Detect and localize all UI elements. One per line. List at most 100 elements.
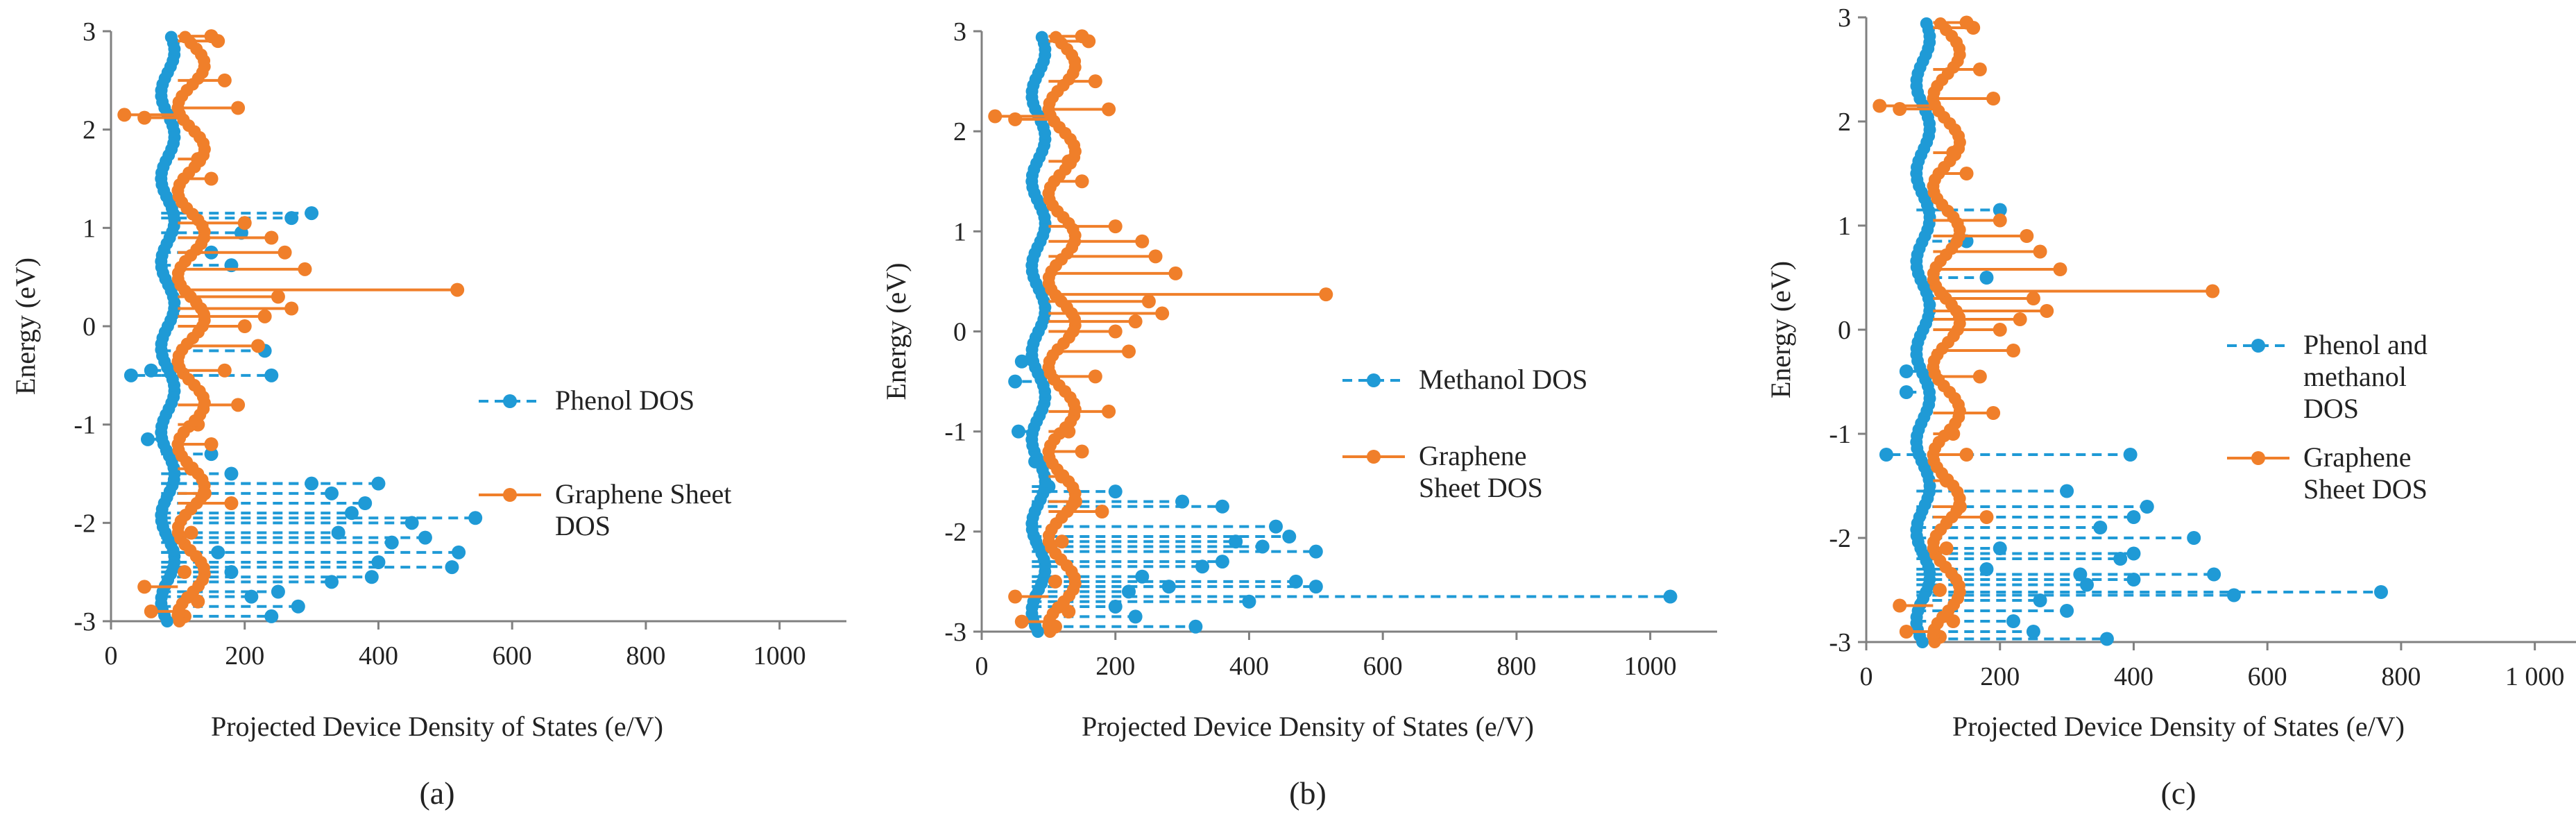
data-point — [251, 339, 265, 353]
data-point — [1088, 369, 1102, 384]
legend-marker — [2251, 339, 2265, 353]
y-tick-label: -1 — [944, 418, 966, 447]
data-point — [1939, 541, 1954, 555]
data-point — [264, 368, 279, 382]
y-tick-label: -2 — [1829, 524, 1851, 553]
legend-marker — [503, 488, 517, 502]
legend-label: Phenol and methanol DOS — [2303, 329, 2428, 424]
y-tick-label: 1 — [1838, 212, 1851, 241]
data-point — [178, 565, 191, 580]
legend-marker — [1367, 450, 1381, 464]
data-point — [2053, 262, 2067, 276]
x-tick-label: 400 — [1229, 652, 1269, 681]
data-point — [1242, 594, 1256, 609]
data-point — [204, 447, 219, 462]
legend-label: Graphene Sheet DOS — [555, 478, 731, 541]
data-point — [1122, 344, 1136, 359]
legend-label-line: DOS — [2303, 393, 2359, 424]
data-point — [264, 609, 279, 623]
y-tick-label: -1 — [74, 411, 96, 440]
data-point — [237, 319, 252, 333]
x-tick-label: 1000 — [1624, 652, 1677, 681]
data-point — [2187, 531, 2201, 545]
legend: Methanol DOS Graphene Sheet DOS — [1342, 364, 1587, 503]
data-point — [2033, 244, 2047, 259]
data-point — [184, 525, 198, 540]
data-point — [2227, 588, 2241, 602]
data-point — [1049, 31, 1062, 44]
data-point — [1959, 15, 1974, 30]
data-point — [211, 545, 225, 559]
data-point — [364, 570, 379, 584]
y-axis-title: Energy (eV) — [880, 262, 912, 400]
legend-label-line: Sheet DOS — [1419, 472, 1543, 503]
x-tick-label: 200 — [225, 641, 264, 670]
data-point — [1215, 499, 1229, 514]
data-point — [2020, 229, 2034, 243]
data-point — [305, 206, 319, 221]
legend-marker — [1367, 373, 1381, 387]
chart-panel-c: -3 -2 -1 0 1 2 3 0 200 400 600 800 1 000 Projected De… — [1765, 3, 2576, 811]
data-point — [141, 432, 155, 446]
data-point — [1061, 605, 1076, 619]
data-point — [1155, 306, 1170, 321]
data-point — [1972, 369, 1987, 384]
legend-marker — [2251, 451, 2265, 465]
x-tick-label: 600 — [2248, 662, 2287, 691]
y-tick-label: -3 — [944, 618, 966, 647]
data-point — [1122, 584, 1136, 599]
series-graphene — [988, 29, 1333, 638]
data-point — [117, 108, 132, 122]
data-point — [178, 31, 191, 44]
x-axis-title: Projected Device Density of States (e/V) — [1082, 711, 1534, 742]
data-point — [1933, 583, 1947, 597]
data-point — [1979, 562, 1994, 576]
data-point — [1229, 534, 1243, 549]
legend-label-line: Sheet DOS — [2303, 473, 2428, 505]
data-point — [2207, 567, 2221, 582]
data-point — [1108, 484, 1123, 499]
series-adsorbate — [123, 31, 483, 627]
data-point — [1008, 589, 1023, 604]
data-point — [1195, 559, 1209, 574]
legend-label-line: methanol — [2303, 361, 2407, 392]
data-point — [344, 506, 359, 521]
legend-label-line: DOS — [555, 510, 611, 541]
legend-label-line: Methanol DOS — [1419, 364, 1587, 395]
data-point — [1959, 167, 1974, 180]
legend-label: Phenol DOS — [555, 385, 694, 416]
data-point — [2093, 521, 2108, 534]
data-point — [325, 575, 339, 589]
data-point — [1899, 385, 1913, 399]
data-point — [2026, 292, 2040, 305]
x-tick-label: 600 — [493, 641, 532, 670]
data-point — [2080, 577, 2094, 592]
data-point — [1893, 598, 1907, 613]
data-point — [224, 496, 239, 510]
data-point — [1920, 17, 1933, 30]
data-point — [1993, 541, 2007, 555]
data-point — [1899, 364, 1913, 378]
data-point — [1128, 609, 1143, 624]
data-point — [1308, 580, 1323, 594]
data-point — [231, 101, 246, 115]
data-point — [2374, 585, 2388, 599]
data-point — [264, 230, 279, 245]
data-point — [1893, 102, 1907, 116]
data-point — [2060, 484, 2074, 498]
legend: Phenol and methanol DOS Graphene Sheet DOS — [2227, 329, 2428, 505]
data-point — [1979, 271, 1994, 285]
y-tick-label: 3 — [83, 17, 96, 47]
legend-label-line: Graphene Sheet — [555, 478, 731, 509]
data-point — [1979, 510, 1994, 524]
data-point — [1014, 354, 1029, 369]
data-point — [2040, 304, 2054, 318]
data-point — [257, 309, 272, 323]
data-point — [1269, 519, 1283, 534]
data-point — [2033, 593, 2047, 607]
data-point — [1873, 99, 1887, 113]
data-point — [1008, 112, 1023, 126]
data-point — [1255, 539, 1270, 554]
x-tick-label: 400 — [2114, 662, 2153, 691]
